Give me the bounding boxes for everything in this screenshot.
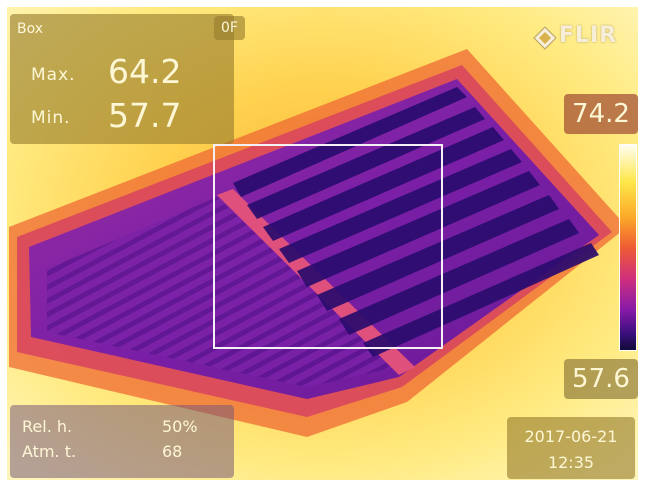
panel-left-cells (47, 197, 397, 387)
min-label: Min. (31, 108, 71, 128)
scale-max-value: 74.2 (564, 94, 638, 134)
max-value: 64.2 (108, 52, 182, 91)
unit-badge: 0F (214, 16, 245, 40)
thermal-image (7, 7, 638, 480)
datetime-panel: 2017-06-21 12:35 (507, 417, 635, 479)
thermal-viewer: Box Max. 64.2 Min. 57.7 0F FLIR 74.2 57.… (7, 7, 638, 480)
max-label: Max. (31, 65, 76, 85)
scale-min-value: 57.6 (564, 359, 638, 399)
flir-brand-text: FLIR (559, 23, 618, 48)
time-text: 12:35 (547, 453, 595, 472)
flir-logo-icon (533, 26, 557, 50)
measurement-box[interactable] (213, 144, 443, 349)
panel-right-cells (233, 87, 599, 357)
atmospheric-temp-value: 68 (162, 442, 183, 461)
box-label: Box (17, 21, 44, 37)
relative-humidity-value: 50% (162, 417, 198, 436)
min-value: 57.7 (108, 96, 182, 135)
date-text: 2017-06-21 (524, 427, 618, 446)
environment-info-panel: Rel. h. 50% Atm. t. 68 (10, 405, 234, 478)
flir-logo: FLIR (533, 22, 635, 52)
atmospheric-temp-label: Atm. t. (22, 442, 77, 461)
relative-humidity-label: Rel. h. (22, 417, 73, 436)
box-measurement-panel: Box Max. 64.2 Min. 57.7 (10, 14, 234, 144)
temperature-colorbar (619, 144, 637, 351)
